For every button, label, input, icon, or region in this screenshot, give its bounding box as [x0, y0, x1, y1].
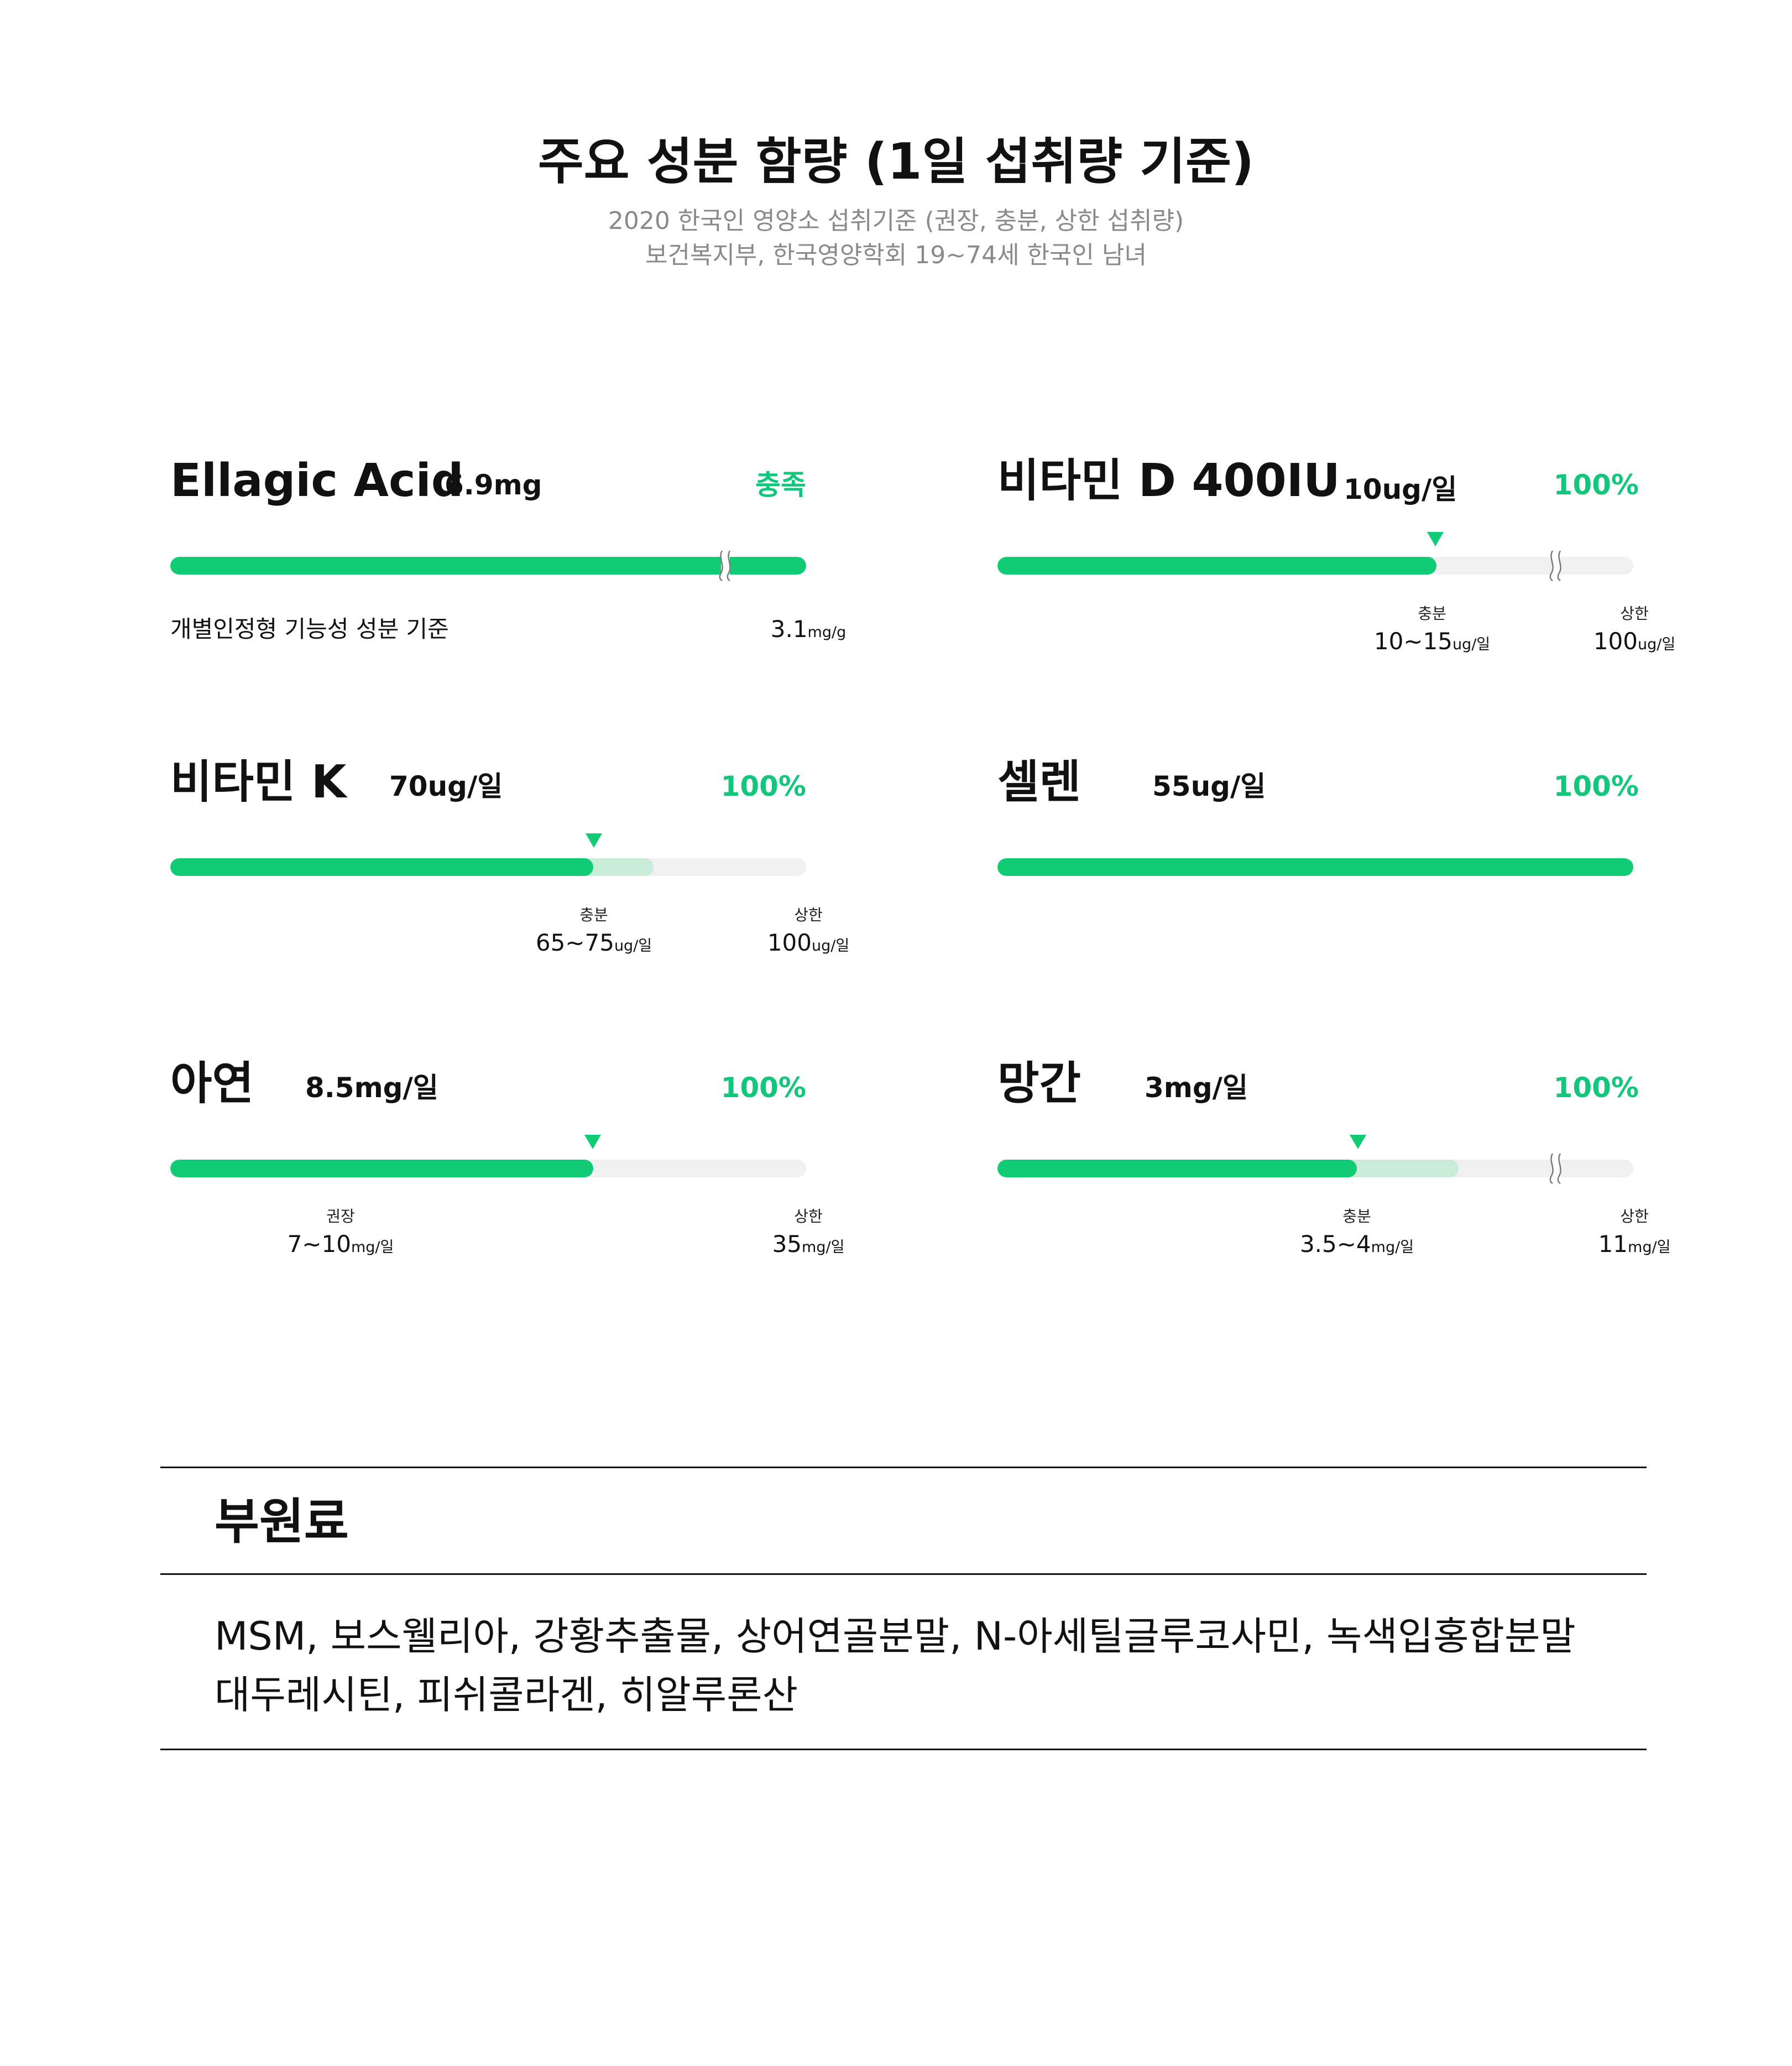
page-subtitle-source: 보건복지부, 한국영양학회 19~74세 한국인 남녀	[645, 241, 1147, 269]
nutrient-name: Ellagic Acid	[170, 455, 464, 507]
sub-ingredients-line-1: MSM, 보스웰리아, 강황추출물, 상어연골분말, N-아세틸글루코사민, 녹…	[215, 1614, 1576, 1659]
sub-ingredients-title: 부원료	[215, 1493, 349, 1550]
nutrient-bar-track	[170, 858, 806, 876]
scale-break-icon	[719, 550, 731, 582]
nutrient-bar-track	[170, 1160, 806, 1177]
nutrient-bar-track	[997, 557, 1633, 575]
upper-limit-unit: mg/일	[802, 1239, 845, 1256]
reference-intake-value: 10~15	[1373, 628, 1453, 655]
reference-intake-label: 충분 10~15ug/일	[1349, 604, 1515, 660]
reference-intake-unit: mg/일	[351, 1239, 394, 1256]
nutrient-bar-track	[997, 858, 1633, 876]
nutrient-name: 비타민 K	[170, 756, 347, 808]
reference-intake-unit: ug/일	[1452, 636, 1491, 653]
section-divider-middle	[160, 1573, 1647, 1575]
current-intake-marker	[584, 1135, 601, 1149]
upper-limit-label: 3.1mg/g	[725, 614, 891, 648]
nutrient-bar-fill	[170, 1160, 593, 1177]
upper-limit-label: 상한 11mg/일	[1551, 1207, 1717, 1263]
nutrient-card-zinc: 아연 8.5mg/일 100% 권장 7~10mg/일 상한 35mg/일	[170, 1056, 844, 1277]
upper-limit-value: 35	[772, 1230, 802, 1258]
reference-intake-value-row: 10~15ug/일	[1349, 626, 1515, 660]
reference-intake-unit: mg/일	[1371, 1239, 1414, 1256]
reference-intake-value: 7~10	[287, 1230, 351, 1258]
nutrient-status: 100%	[1553, 469, 1639, 501]
page-subtitle-standard: 2020 한국인 영양소 섭취기준 (권장, 충분, 상한 섭취량)	[608, 207, 1184, 235]
nutrient-bar-fill	[997, 858, 1633, 876]
nutrient-amount: 3mg/일	[1145, 1072, 1248, 1104]
nutrient-bar-fill	[997, 557, 1436, 575]
current-intake-marker	[1427, 532, 1444, 546]
nutrient-name: 비타민 D 400IU	[997, 455, 1340, 507]
reference-intake-label: 충분 3.5~4mg/일	[1274, 1207, 1440, 1263]
upper-limit-label: 상한 100ug/일	[1551, 604, 1717, 660]
nutrient-card-vitamin-k: 비타민 K 70ug/일 100% 충분 65~75ug/일 상한 100ug/…	[170, 755, 849, 976]
reference-intake-head: 충분	[1342, 1207, 1371, 1225]
nutrient-bar-track	[997, 1160, 1633, 1177]
nutrient-card-manganese: 망간 3mg/일 100% 충분 3.5~4mg/일 상한 11mg/일	[997, 1056, 1670, 1277]
reference-intake-value-row: 3.5~4mg/일	[1274, 1229, 1440, 1263]
nutrient-card-ellagic-acid: Ellagic Acid 6.9mg 충족 개별인정형 기능성 성분 기준 3.…	[170, 453, 846, 675]
upper-limit-value: 100	[1593, 628, 1638, 655]
upper-limit-value-row: 11mg/일	[1551, 1229, 1717, 1263]
nutrient-status: 100%	[720, 1072, 806, 1104]
upper-limit-label: 상한 100ug/일	[725, 905, 891, 962]
scale-break-icon	[1549, 550, 1561, 582]
upper-limit-value-row: 100ug/일	[725, 927, 891, 962]
nutrient-name: 아연	[170, 1057, 254, 1110]
reference-intake-value-row: 7~10mg/일	[258, 1229, 424, 1263]
upper-limit-head: 상한	[794, 1207, 823, 1225]
current-intake-marker	[1350, 1135, 1366, 1149]
upper-limit-label: 상한 35mg/일	[725, 1207, 891, 1263]
upper-limit-head: 상한	[1620, 1207, 1649, 1225]
reference-intake-unit: ug/일	[614, 937, 652, 954]
nutrient-name: 망간	[997, 1057, 1081, 1110]
reference-intake-head: 권장	[326, 1207, 355, 1225]
upper-limit-value-row: 3.1mg/g	[725, 614, 891, 648]
upper-limit-value: 100	[767, 929, 812, 956]
reference-intake-label: 권장 7~10mg/일	[258, 1207, 424, 1263]
upper-limit-value-row: 100ug/일	[1551, 626, 1717, 660]
upper-limit-head: 상한	[794, 906, 823, 924]
reference-intake-head: 충분	[579, 906, 608, 924]
nutrient-bar-fill	[997, 1160, 1357, 1177]
reference-intake-value-row: 65~75ug/일	[511, 927, 677, 962]
reference-intake-value: 3.5~4	[1299, 1230, 1371, 1258]
nutrient-amount: 8.5mg/일	[305, 1072, 438, 1104]
nutrient-amount: 10ug/일	[1344, 473, 1457, 505]
reference-intake-head: 충분	[1418, 604, 1446, 623]
upper-limit-unit: mg/일	[1628, 1239, 1671, 1256]
section-divider-top	[160, 1467, 1647, 1468]
upper-limit-value-row: 35mg/일	[725, 1229, 891, 1263]
upper-limit-unit: mg/g	[807, 624, 847, 641]
nutrient-amount: 70ug/일	[389, 770, 503, 802]
nutrient-status: 100%	[1553, 770, 1639, 802]
page-title: 주요 성분 함량 (1일 섭취량 기준)	[537, 133, 1255, 191]
nutrient-note: 개별인정형 기능성 성분 기준	[170, 615, 449, 643]
upper-limit-head: 상한	[1620, 604, 1649, 623]
nutrient-bar-fill	[170, 858, 593, 876]
reference-intake-value: 65~75	[535, 929, 614, 956]
nutrient-status: 100%	[1553, 1072, 1639, 1104]
scale-break-icon	[1549, 1152, 1561, 1185]
nutrient-amount: 55ug/일	[1152, 770, 1266, 802]
nutrient-bar-fill	[170, 557, 806, 575]
nutrient-bar-track	[170, 557, 806, 575]
upper-limit-unit: ug/일	[811, 937, 850, 954]
upper-limit-value: 11	[1598, 1230, 1628, 1258]
current-intake-marker	[586, 833, 602, 848]
section-divider-bottom	[160, 1749, 1647, 1750]
upper-limit-unit: ug/일	[1637, 636, 1676, 653]
nutrient-status: 100%	[720, 770, 806, 802]
nutrient-amount: 6.9mg	[445, 469, 542, 501]
nutrient-card-selenium: 셀렌 55ug/일 100%	[997, 755, 1639, 976]
nutrient-name: 셀렌	[997, 756, 1081, 808]
nutrient-status: 충족	[755, 469, 806, 501]
upper-limit-value: 3.1	[770, 615, 808, 643]
sub-ingredients-line-2: 대두레시틴, 피쉬콜라겐, 히알루론산	[215, 1672, 798, 1718]
nutrient-card-vitamin-d: 비타민 D 400IU 10ug/일 100% 충분 10~15ug/일 상한 …	[997, 453, 1675, 675]
reference-intake-label: 충분 65~75ug/일	[511, 905, 677, 962]
